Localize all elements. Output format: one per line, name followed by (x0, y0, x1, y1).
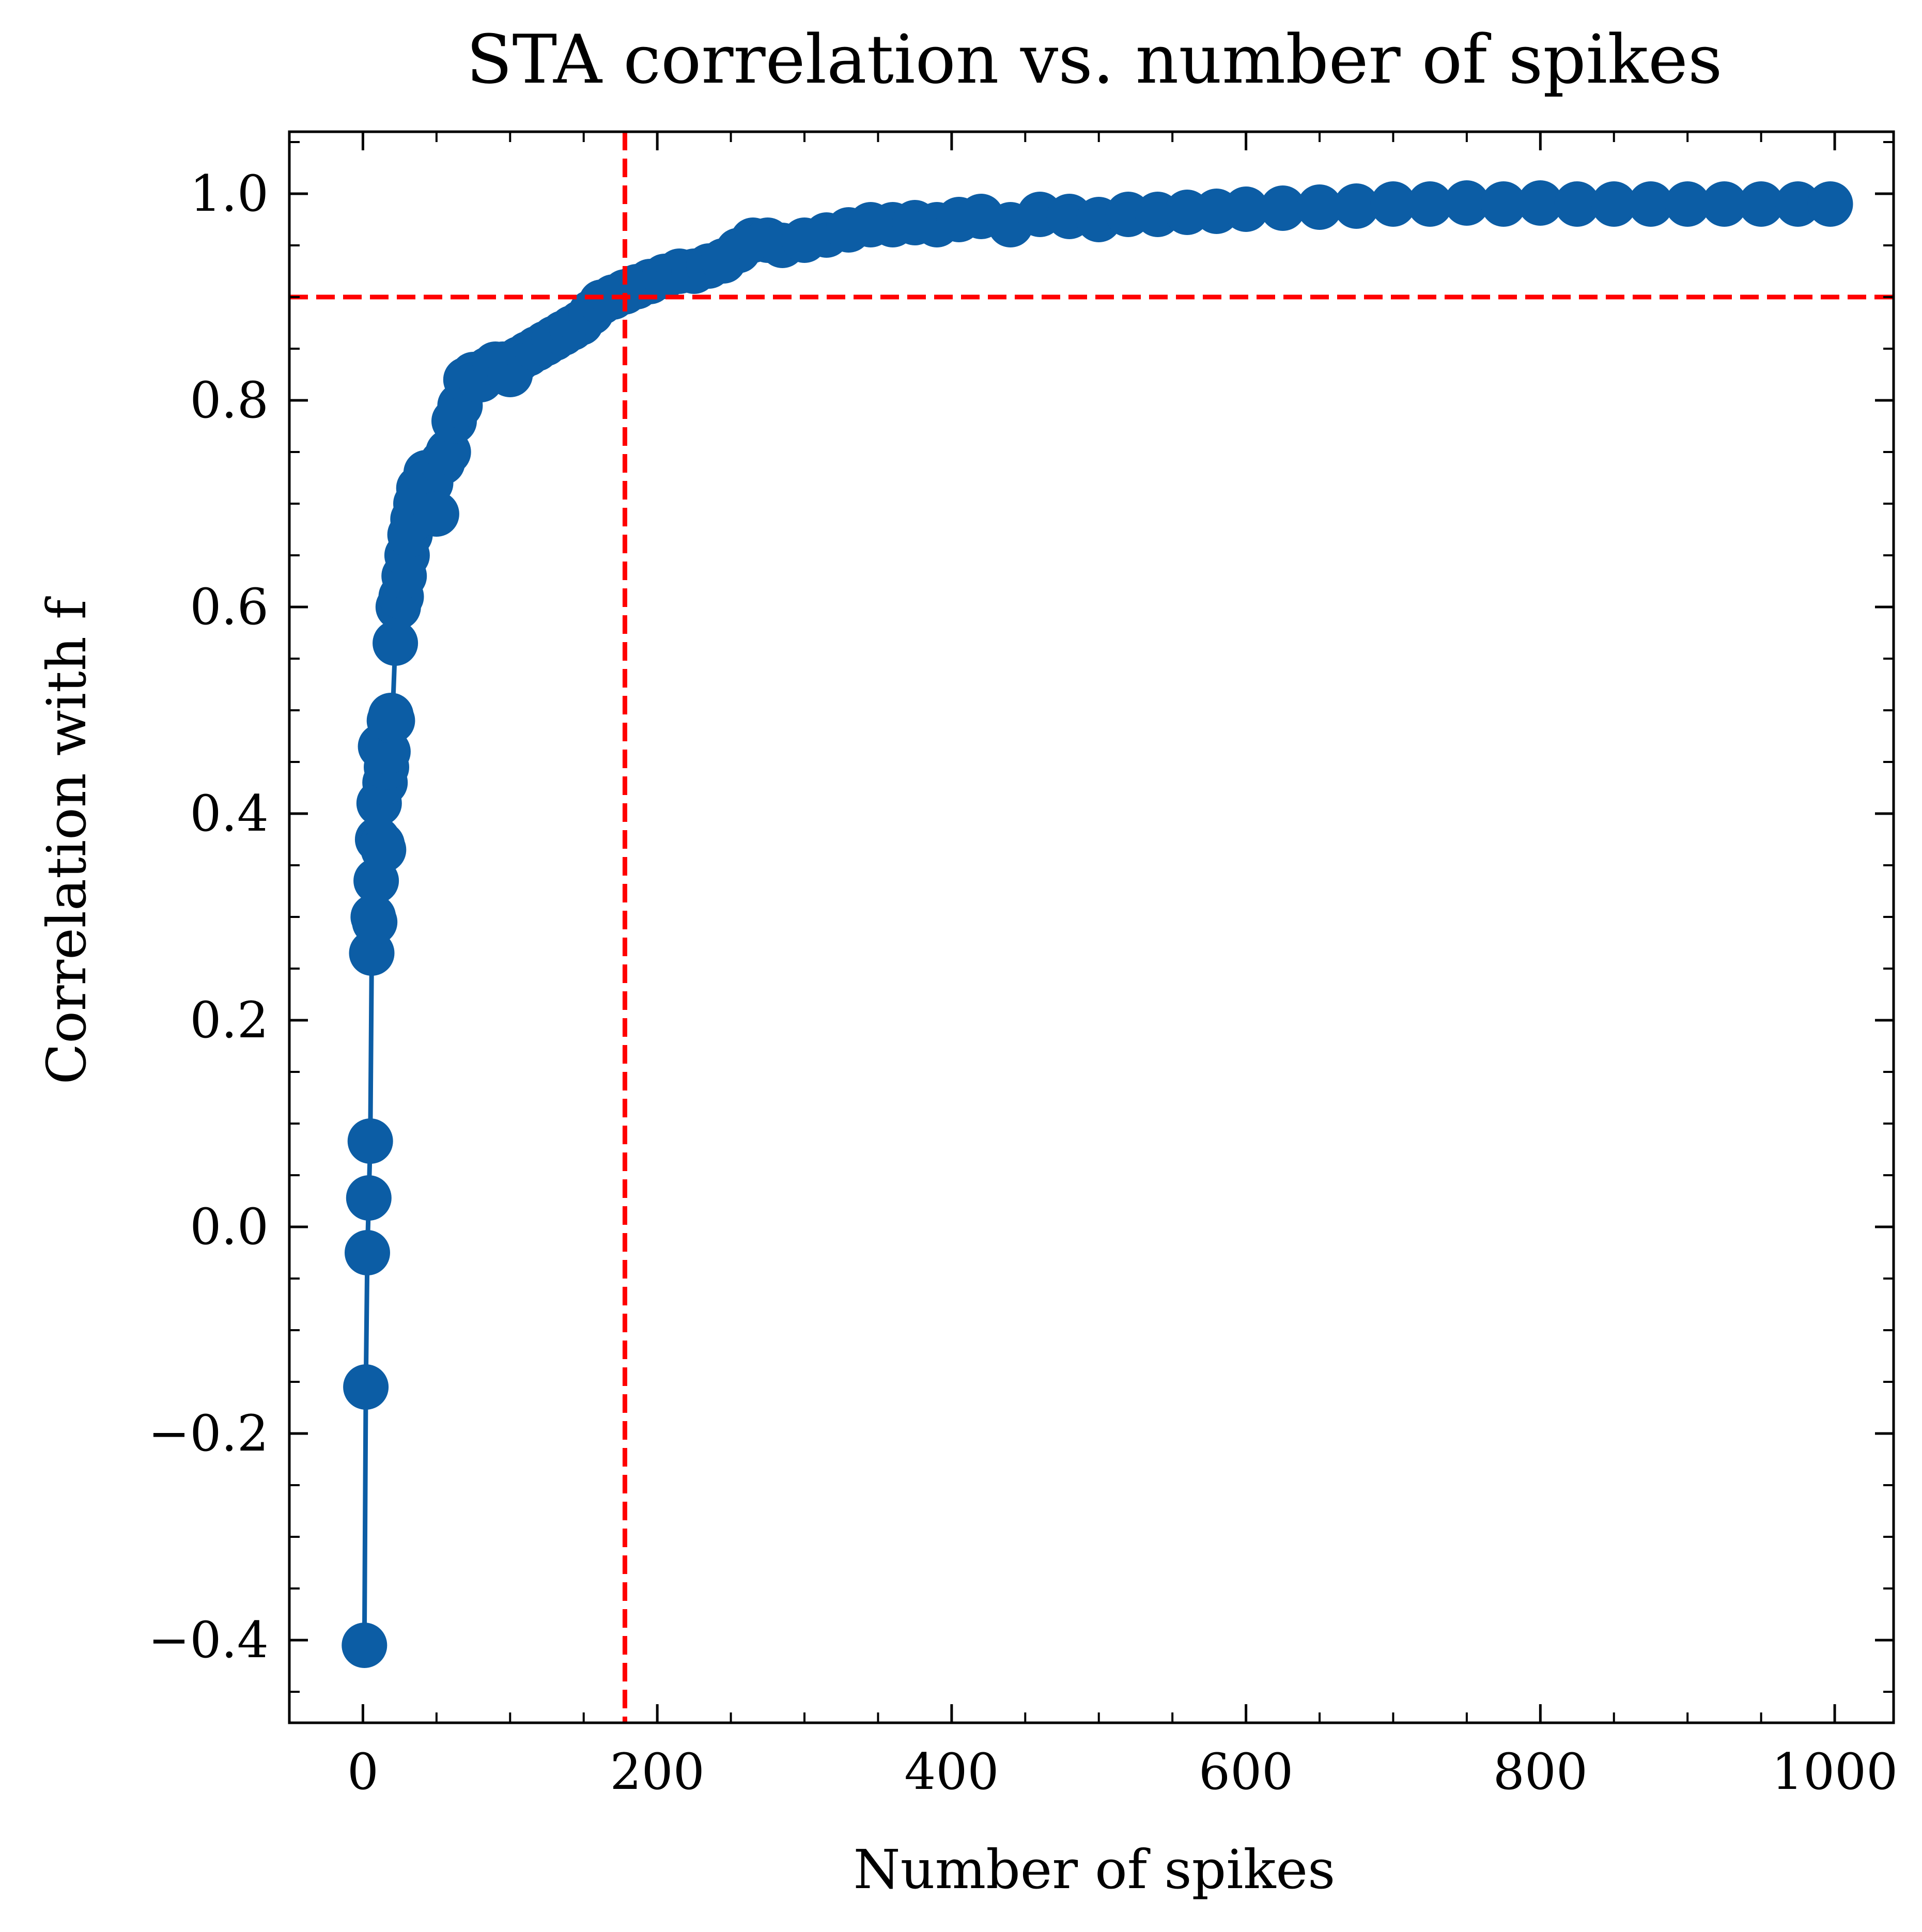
y-tick-label: 0.8 (190, 371, 269, 429)
chart-title: STA correlation vs. number of spikes (466, 20, 1722, 99)
data-point (343, 1364, 389, 1410)
data-point (1334, 183, 1380, 229)
data-point (342, 1623, 388, 1668)
y-tick-label: 0.0 (190, 1198, 269, 1256)
data-point (1407, 181, 1453, 227)
data-point (1701, 181, 1747, 227)
y-axis-title: Correlation with f (35, 596, 98, 1084)
data-point (345, 1230, 390, 1275)
plot-area: 0 200 400 600 800 1000 −0.4 −0.2 0.0 0.2 0.4 0.6 0.8… (148, 130, 1898, 1801)
data-point (1738, 181, 1784, 227)
data-point (1444, 180, 1490, 226)
data-point (413, 491, 459, 537)
x-tick-label: 600 (1199, 1743, 1293, 1801)
data-point (352, 899, 398, 945)
x-tick-label: 800 (1493, 1743, 1588, 1801)
y-tick-label: −0.2 (148, 1405, 269, 1462)
data-point (1807, 181, 1853, 227)
x-tick-label: 1000 (1772, 1743, 1898, 1801)
data-point (1260, 185, 1306, 231)
data-point (1481, 181, 1527, 227)
data-point (346, 1175, 392, 1221)
data-point (373, 620, 419, 666)
data-point (1370, 181, 1416, 227)
series-markers (342, 180, 1853, 1668)
data-point (369, 698, 415, 743)
data-point (1628, 181, 1673, 227)
data-point (1223, 186, 1269, 232)
data-point (1297, 184, 1342, 230)
y-tick-label: 1.0 (190, 165, 269, 223)
data-point (1591, 181, 1637, 227)
data-point (1775, 181, 1821, 227)
y-tick-label: 0.4 (190, 785, 269, 843)
y-tick-label: 0.6 (190, 578, 269, 636)
data-point (1665, 181, 1711, 227)
data-point (347, 1118, 393, 1164)
data-point (361, 827, 407, 872)
x-tick-label: 200 (610, 1743, 705, 1801)
data-point (1517, 180, 1563, 226)
axes-frame (288, 130, 1895, 1724)
y-tick-label: 0.2 (190, 991, 269, 1049)
x-tick-label: 400 (904, 1743, 999, 1801)
data-point (1554, 181, 1600, 227)
x-tick-label: 0 (347, 1743, 379, 1801)
y-tick-label: −0.4 (148, 1611, 269, 1669)
x-axis-title: Number of spikes (854, 1838, 1336, 1901)
